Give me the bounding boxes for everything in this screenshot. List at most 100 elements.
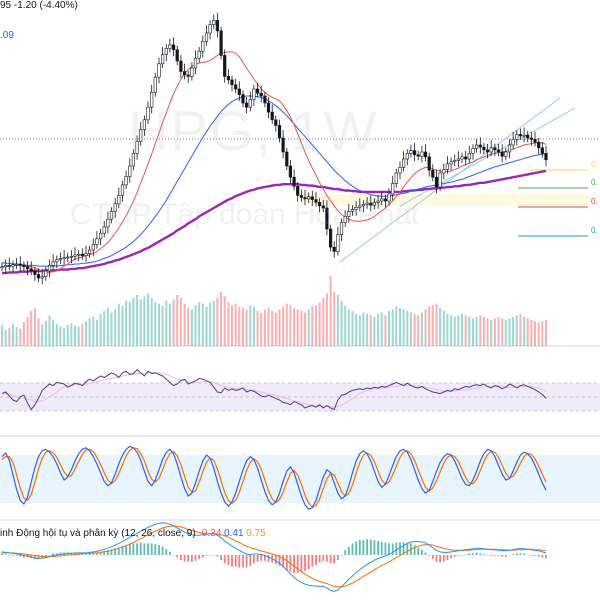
macd-histogram-bar	[494, 555, 496, 556]
volume-bar	[519, 313, 522, 346]
macd-histogram-bar	[74, 552, 76, 555]
volume-bar	[209, 302, 212, 347]
rsi-ma-line	[2, 372, 547, 408]
candle-body	[500, 151, 504, 157]
volume-bar	[52, 319, 55, 347]
volume-bar	[245, 309, 248, 346]
volume-bar	[37, 318, 40, 346]
volume-bar	[22, 321, 25, 346]
macd-histogram-bar	[384, 542, 387, 555]
candle-body	[537, 141, 541, 149]
macd-histogram-bar	[366, 539, 368, 555]
candle-body	[387, 193, 391, 202]
ma-red-line	[1, 51, 547, 273]
volume-bar	[450, 315, 453, 346]
macd-histogram-bar	[421, 550, 423, 555]
candle-body	[274, 119, 278, 126]
macd-histogram-bar	[34, 555, 36, 560]
candle-body	[431, 169, 435, 178]
macd-histogram-bar	[264, 555, 266, 561]
candle-body	[241, 94, 245, 104]
macd-histogram-bar	[537, 555, 540, 557]
volume-bar	[369, 315, 372, 346]
volume-bar	[472, 318, 474, 346]
volume-bar	[194, 305, 197, 346]
macd-histogram-bar	[209, 555, 211, 556]
macd-histogram-bar	[490, 555, 493, 556]
ma-purple-line	[2, 169, 547, 275]
candle-body	[365, 202, 369, 205]
volume-bar	[59, 326, 62, 346]
candle-body	[412, 150, 417, 156]
volume-bar	[504, 319, 507, 347]
rsi-line	[1, 369, 547, 411]
candle-body	[172, 44, 176, 51]
volume-bar	[234, 303, 237, 346]
candle-body	[219, 30, 223, 56]
candle-body	[142, 119, 147, 130]
macd-histogram-bar	[143, 543, 146, 555]
volume-bar	[366, 313, 369, 346]
candle-body	[474, 144, 479, 149]
volume-bar	[431, 305, 434, 346]
candle-body	[168, 44, 172, 49]
volume-bar	[99, 313, 102, 346]
volume-bar	[172, 299, 175, 346]
candle-body	[526, 134, 530, 139]
candle-body	[124, 176, 128, 186]
volume-bar	[19, 328, 22, 346]
macd-histogram-bar	[260, 555, 263, 561]
candle-body	[33, 270, 37, 275]
candle-body	[77, 253, 81, 256]
macd-histogram-bar	[194, 555, 197, 561]
macd-histogram-bar	[468, 553, 471, 555]
volume-bars	[1, 276, 547, 347]
volume-bar	[289, 305, 292, 346]
candle-body	[416, 154, 420, 157]
volume-bar	[85, 321, 87, 346]
volume-bar	[190, 309, 193, 346]
macd-histogram-bar	[19, 555, 22, 557]
volume-bar	[48, 315, 51, 346]
macd-histogram-bar	[172, 555, 175, 556]
volume-bar	[461, 313, 463, 346]
macd-histogram-bar	[183, 555, 186, 562]
candle-body	[99, 232, 103, 240]
macd-histogram-bar	[300, 555, 303, 573]
volume-bar	[377, 313, 380, 346]
volume-bar	[512, 316, 515, 346]
macd-histogram-bar	[351, 543, 354, 555]
volume-bar	[168, 303, 171, 346]
macd-histogram-bar	[161, 546, 164, 555]
candle-body	[427, 156, 431, 171]
macd-histogram-bar	[242, 555, 244, 568]
candle-body	[358, 205, 362, 208]
volume-bar	[479, 315, 482, 346]
macd-histogram-bar	[508, 555, 511, 556]
macd-histogram-bar	[457, 555, 460, 556]
macd-histogram-bar	[114, 548, 117, 555]
volume-bar	[526, 318, 529, 346]
macd-histogram-bar	[158, 545, 160, 555]
volume-bar	[409, 312, 412, 346]
stoch-pane	[1, 445, 547, 510]
volume-bar	[406, 311, 409, 346]
ma-value-label: .09	[0, 30, 14, 41]
macd-histogram-bar	[212, 555, 215, 556]
volume-bar	[165, 300, 168, 346]
candle-body	[120, 184, 125, 196]
macd-histogram-bar	[431, 555, 434, 560]
candle-body	[47, 265, 52, 272]
macd-histogram-bar	[315, 555, 317, 565]
macd-histogram-bar	[362, 540, 365, 555]
macd-histogram-bar	[256, 555, 259, 562]
volume-bar	[55, 324, 58, 346]
macd-histogram-bar	[59, 552, 62, 555]
volume-bar	[110, 312, 113, 346]
macd-histogram-bar	[136, 543, 138, 555]
macd-histogram-bar	[139, 542, 142, 555]
volume-bar	[242, 308, 244, 346]
volume-bar	[121, 305, 124, 346]
candle-body	[310, 196, 314, 200]
volume-bar	[530, 319, 533, 347]
